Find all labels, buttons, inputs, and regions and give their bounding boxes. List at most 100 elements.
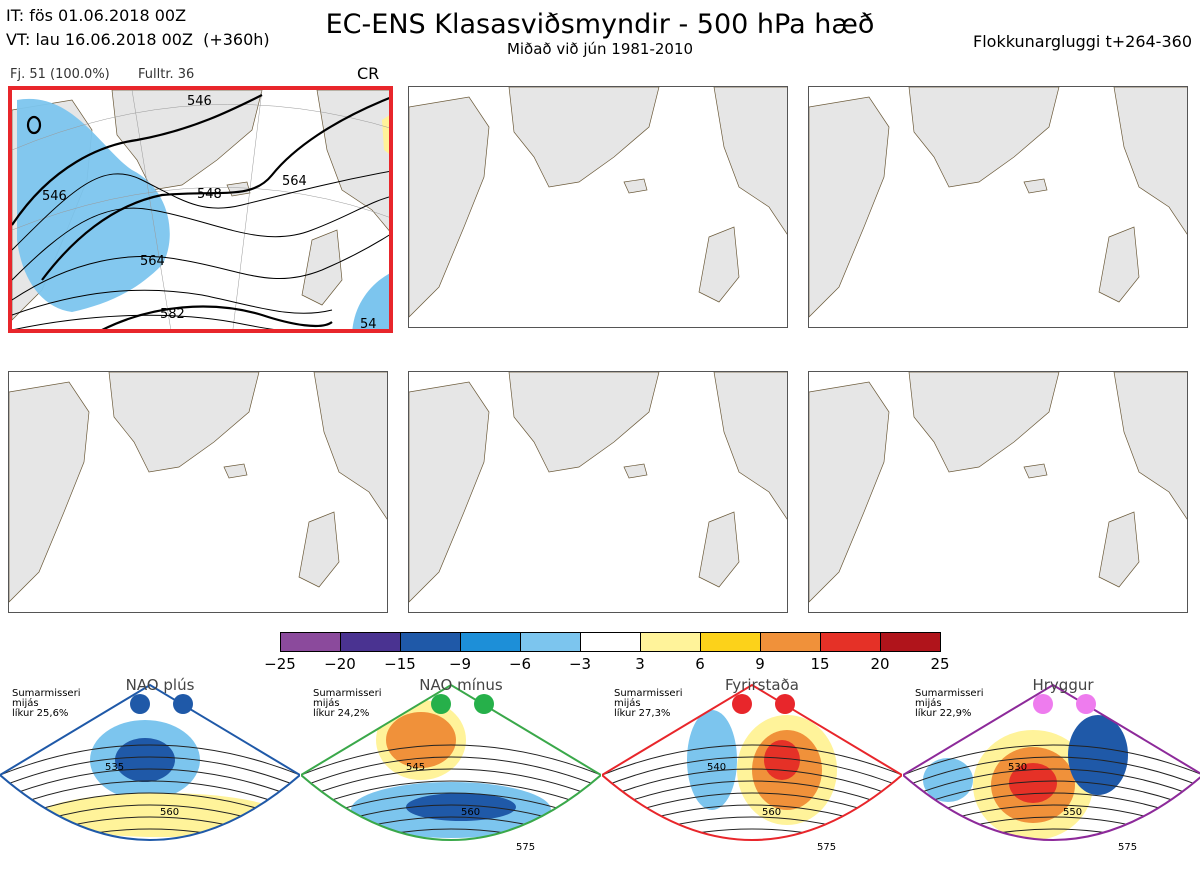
contour-label: 530 [1008, 762, 1027, 773]
regime-frame [0, 683, 300, 841]
page-title: EC-ENS Klasasviðsmyndir - 500 hPa hæð [325, 9, 875, 40]
contour-label: 540 [707, 762, 726, 773]
contour-label: 560 [762, 807, 781, 818]
colorbar-tick-label: −20 [324, 655, 356, 673]
colorbar-tick-label: 6 [695, 655, 705, 673]
height-contour [301, 768, 601, 800]
height-contour [602, 780, 902, 812]
anomaly-blob [115, 738, 175, 782]
height-contour [0, 780, 300, 812]
height-contour [903, 841, 1200, 871]
height-contour [602, 768, 902, 800]
regime-diagram: 535 560 NAO plús Sumarmisseri mijás líkur… [0, 675, 300, 871]
contour-label: 54 [360, 317, 377, 332]
representative-label: Fulltr. 36 [138, 67, 195, 82]
height-contour [602, 756, 902, 788]
height-contour [903, 828, 1200, 840]
regime-marker-dot [173, 694, 193, 714]
contour-label: 545 [406, 762, 425, 773]
regime-marker-dot [130, 694, 150, 714]
height-contour [301, 780, 601, 812]
regime-diagram: 545 560 575 NAO mínus Sumarmisseri mijás l… [301, 675, 601, 871]
colorbar-tick-label: −3 [568, 655, 592, 673]
colorbar-cell [580, 632, 641, 652]
colorbar-tick-label: −15 [384, 655, 416, 673]
regime-title: Hryggur [1032, 676, 1094, 694]
colorbar-tick-label: −9 [448, 655, 472, 673]
cluster-map-panel-5[interactable] [408, 371, 788, 613]
regime-description: Sumarmisseri mijás líkur 24,2% [313, 688, 382, 719]
contour-label: 564 [282, 174, 307, 189]
height-contour [602, 804, 902, 836]
contour-label: 582 [160, 307, 185, 322]
height-contour [301, 744, 601, 776]
colorbar-tick-label: −6 [508, 655, 532, 673]
colorbar-tick-label: 15 [810, 655, 830, 673]
regime-description: Sumarmisseri mijás líkur 25,6% [12, 688, 81, 719]
height-contour [903, 756, 1200, 788]
height-contour [602, 744, 902, 776]
regime-frame [301, 683, 601, 841]
colorbar-cell [640, 632, 701, 652]
colorbar-cell [520, 632, 581, 652]
colorbar-tick-label: 3 [635, 655, 645, 673]
negative-anomaly-area-east [352, 273, 389, 329]
colorbar-tick-label: 25 [930, 655, 950, 673]
regime-title: NAO plús [125, 676, 195, 694]
regime-title: NAO mínus [419, 676, 503, 694]
colorbar-cell [400, 632, 461, 652]
height-contour [0, 828, 300, 840]
valid-time-label: VT: lau 16.06.2018 00Z (+360h) [6, 30, 270, 49]
anomaly-blob [406, 793, 516, 821]
negative-anomaly-area [17, 98, 170, 312]
colorbar-cell [280, 632, 341, 652]
contour-label: 546 [187, 94, 212, 109]
anomaly-blob [1068, 715, 1128, 795]
contour-label: 535 [105, 762, 124, 773]
regime-frame [602, 683, 902, 841]
basemap [809, 372, 1187, 603]
cluster-map-panel-1[interactable]: 546 546 548 564 564 582 54 [8, 86, 393, 333]
cluster-map-panel-6[interactable] [808, 371, 1188, 613]
regime-description: Sumarmisseri mijás líkur 22,9% [915, 688, 984, 719]
contour-label: 550 [1063, 807, 1082, 818]
regime-marker-dot [431, 694, 451, 714]
colorbar-tick-label: 9 [755, 655, 765, 673]
regime-diagram: 540 560 575 Fyrirstaða Sumarmisseri mijás … [602, 675, 902, 871]
basemap [409, 372, 787, 603]
anomaly-blob [386, 712, 456, 768]
cluster-map-panel-4[interactable] [8, 371, 388, 613]
cluster-class-label: CR [357, 64, 380, 83]
colorbar-cell [340, 632, 401, 652]
regime-description: Sumarmisseri mijás líkur 27,3% [614, 688, 683, 719]
colorbar-cell [820, 632, 881, 652]
cluster-map-panel-2[interactable] [408, 86, 788, 328]
height-contour [903, 780, 1200, 812]
classification-window-label: Flokkunargluggi t+264-360 [973, 32, 1192, 51]
height-contour [0, 756, 300, 788]
cluster-map-1: 546 546 548 564 564 582 54 [12, 90, 389, 332]
regime-marker-dot [1033, 694, 1053, 714]
regime-marker-dot [1076, 694, 1096, 714]
initial-time-label: IT: fös 01.06.2018 00Z [6, 6, 187, 25]
regime-title: Fyrirstaða [725, 676, 799, 694]
regime-marker-dot [732, 694, 752, 714]
colorbar-tick-label: −25 [264, 655, 296, 673]
cluster-map-panel-3[interactable] [808, 86, 1188, 328]
regime-marker-dot [775, 694, 795, 714]
height-contour [0, 841, 300, 871]
height-contour [301, 841, 601, 871]
regime-marker-dot [474, 694, 494, 714]
height-contour [602, 841, 902, 871]
iceland-land [226, 181, 251, 197]
contour-label: 575 [1118, 842, 1137, 853]
contour-label: 575 [817, 842, 836, 853]
regime-diagram: 530 550 575 Hryggur Sumarmisseri mijás lík… [903, 675, 1200, 871]
height-contour [301, 828, 601, 840]
height-contour [903, 744, 1200, 776]
british-isles-land [301, 229, 343, 306]
contour-label: 564 [140, 254, 165, 269]
colorbar-tick-label: 20 [870, 655, 890, 673]
height-contour [301, 756, 601, 788]
page-subtitle: Miðað við jún 1981-2010 [506, 40, 694, 58]
